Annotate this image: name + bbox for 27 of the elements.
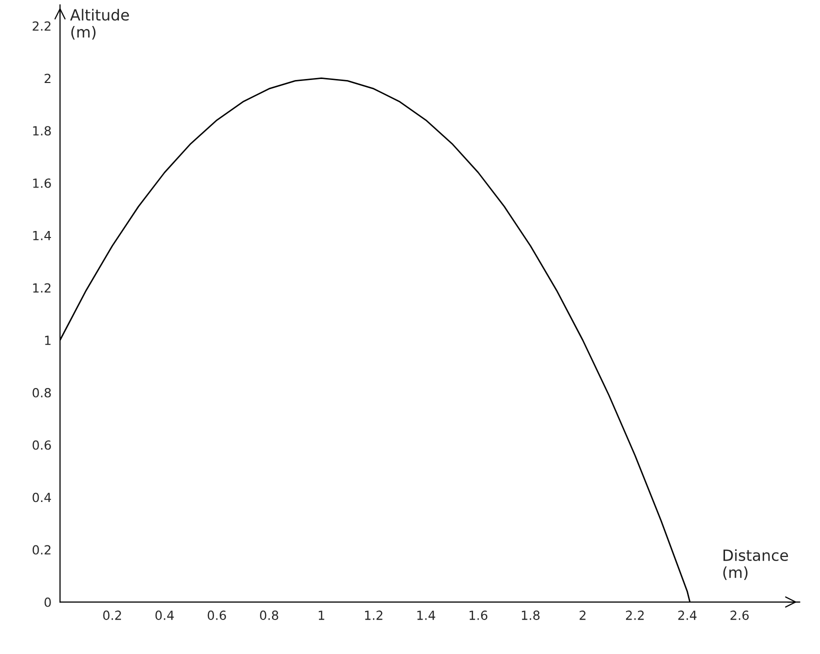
y-tick-label: 2.2 [32,21,50,31]
y-tick-label: 1.8 [33,126,51,136]
y-axis-title: Altitude (m) [70,8,129,40]
y-tick-label: 1.2 [33,283,50,292]
y-tick-label: 2 [44,74,50,83]
x-tick-label: 0.4 [155,610,174,620]
x-tick-label: 1.8 [522,610,540,620]
x-tick-label: 1.6 [470,610,488,620]
x-tick-label: 2.4 [678,610,697,620]
x-axis-title: Distance (m) [723,549,788,580]
x-tick-label: 0.6 [208,610,226,620]
x-tick-label: 1.4 [417,610,436,620]
y-tick-label: 0.8 [32,388,51,398]
y-tick-label: 1.6 [33,178,51,188]
x-tick-label: 2.2 [626,610,644,620]
x-tick-label: 1.2 [365,610,382,620]
x-tick-label: 2.6 [730,610,749,620]
x-tick-label: 2 [580,610,586,620]
y-tick-label: 0.4 [32,492,51,502]
y-tick-label: 0.6 [32,440,51,450]
y-tick-label: 0 [44,597,51,607]
x-tick-label: 1 [318,610,324,620]
y-tick-label: 0.2 [32,545,50,555]
y-tick-label: 1 [45,336,51,345]
y-tick-label: 1.4 [33,231,51,240]
x-tick-label: 0.8 [260,610,278,620]
x-tick-label: 0.2 [103,610,121,620]
